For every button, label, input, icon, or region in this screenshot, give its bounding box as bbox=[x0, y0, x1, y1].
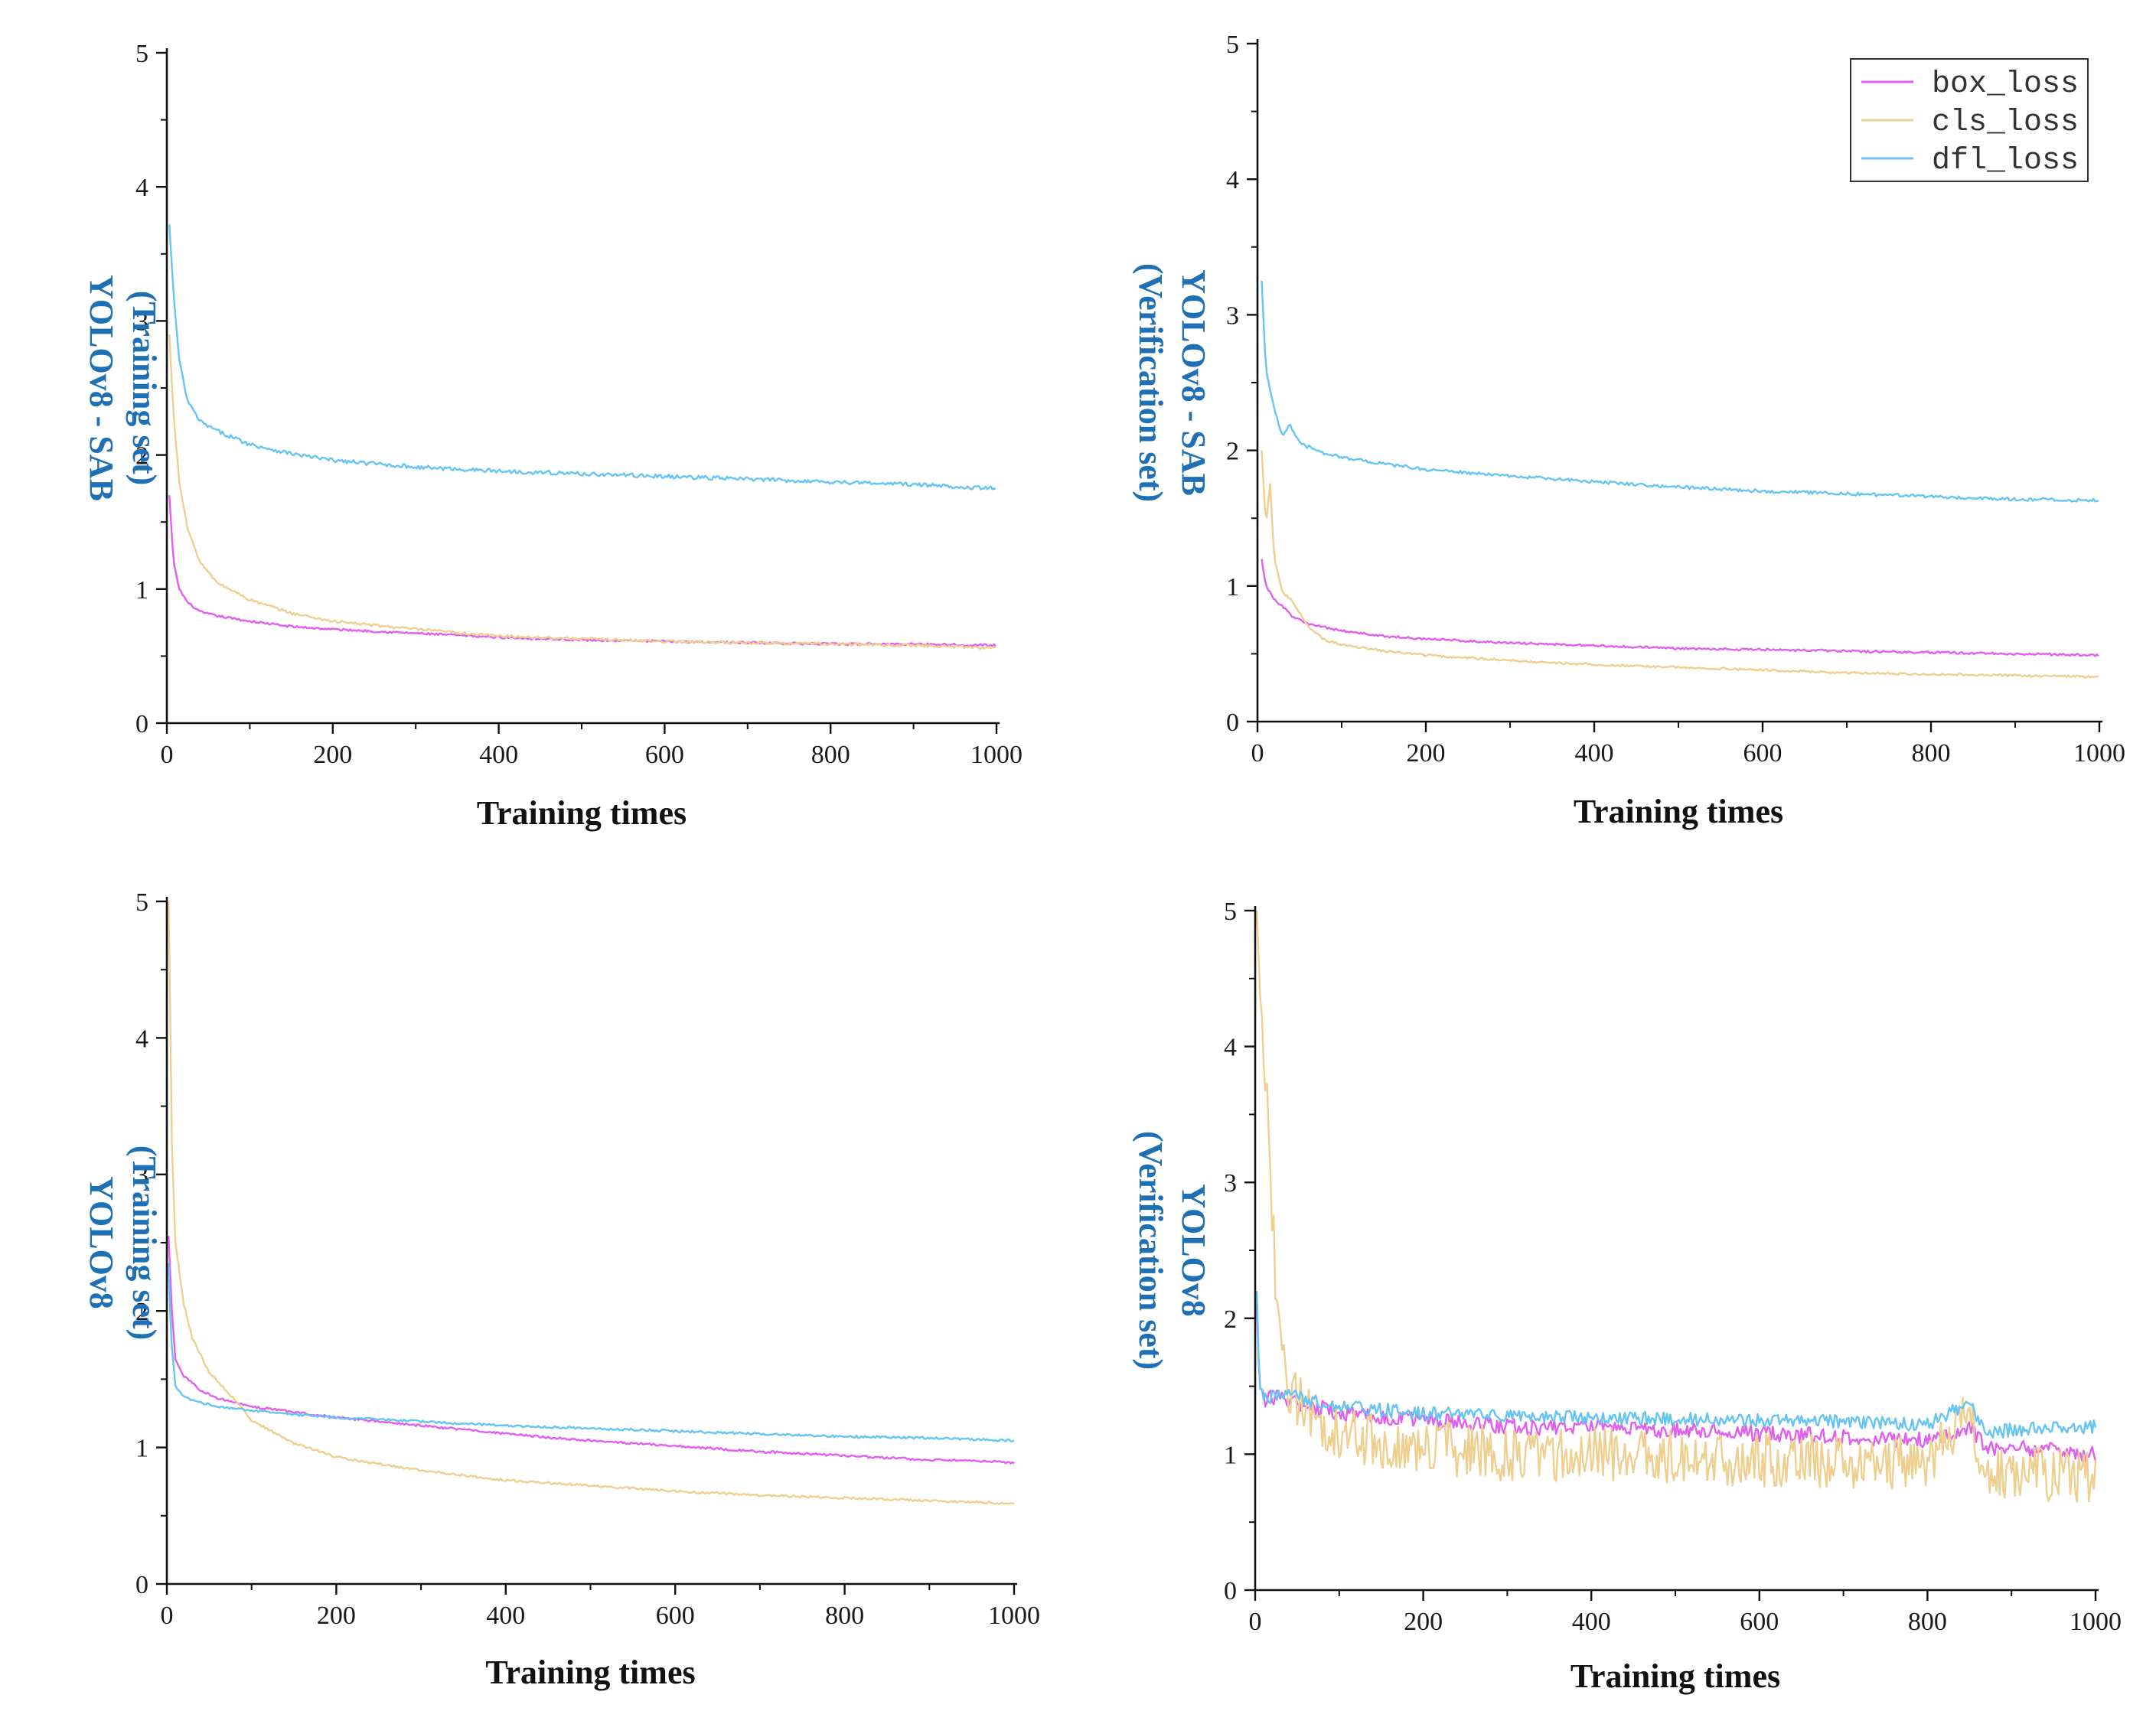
x-tick-label: 800 bbox=[825, 1602, 864, 1630]
y-title-line1: YOLOv8 bbox=[1175, 1184, 1212, 1317]
y-tick-label: 2 bbox=[1226, 438, 1239, 466]
y-tick-label: 0 bbox=[135, 1571, 148, 1599]
series-line-box_loss bbox=[168, 1236, 1015, 1465]
y-tick-label: 3 bbox=[135, 308, 148, 336]
x-tick-label: 800 bbox=[811, 741, 850, 769]
series-line-box_loss bbox=[168, 495, 996, 647]
y-tick-label: 1 bbox=[1226, 573, 1239, 601]
x-tick-label: 0 bbox=[1249, 1608, 1262, 1636]
y-axis-title: YOLOv8(Verification set) bbox=[1132, 1131, 1212, 1370]
x-tick-label: 0 bbox=[1251, 739, 1264, 767]
y-tick-label: 0 bbox=[1226, 709, 1239, 737]
x-tick-label: 0 bbox=[161, 1602, 174, 1630]
legend-label-cls_loss: cls_loss bbox=[1932, 106, 2079, 140]
series-line-cls_loss bbox=[1256, 910, 2097, 1503]
y-tick-label: 4 bbox=[1226, 166, 1239, 194]
series-line-box_loss bbox=[1261, 559, 2099, 657]
x-axis-title: Training times bbox=[1571, 1657, 1780, 1695]
x-tick-label: 400 bbox=[1572, 1608, 1611, 1636]
y-tick-label: 3 bbox=[1226, 301, 1239, 330]
y-tick-label: 5 bbox=[1224, 898, 1237, 926]
series-line-cls_loss bbox=[168, 901, 1015, 1505]
y-tick-label: 1 bbox=[135, 1435, 148, 1463]
series-line-cls_loss bbox=[1261, 450, 2099, 679]
x-tick-label: 400 bbox=[486, 1602, 525, 1630]
y-title-line1: YOLOv8 - SAB bbox=[1175, 269, 1212, 496]
legend: box_loss cls_loss dfl_loss bbox=[1850, 58, 2089, 182]
x-tick-label: 600 bbox=[1743, 739, 1783, 767]
x-tick-label: 1000 bbox=[2070, 1608, 2122, 1636]
y-title-line1: YOLOv8 - SAB bbox=[83, 275, 120, 501]
y-tick-label: 5 bbox=[135, 40, 148, 68]
y-tick-label: 2 bbox=[135, 1298, 148, 1326]
y-tick-label: 4 bbox=[1224, 1034, 1237, 1062]
y-tick-label: 1 bbox=[135, 576, 148, 605]
x-tick-label: 800 bbox=[1908, 1608, 1947, 1636]
y-tick-label: 3 bbox=[135, 1162, 148, 1190]
y-title-line2: (Verification set) bbox=[1132, 263, 1169, 502]
y-tick-label: 2 bbox=[1224, 1305, 1237, 1334]
series-line-dfl_loss bbox=[1256, 1291, 2097, 1439]
y-tick-label: 3 bbox=[1224, 1169, 1237, 1198]
y-axis-title: YOLOv8 - SAB (Training set) bbox=[83, 275, 163, 501]
series-line-dfl_loss bbox=[168, 1263, 1015, 1442]
y-tick-label: 5 bbox=[1226, 31, 1239, 59]
y-axis-title: YOLOv8 (Training set) bbox=[83, 1146, 163, 1341]
x-tick-label: 600 bbox=[645, 741, 684, 769]
x-tick-label: 600 bbox=[1740, 1608, 1779, 1636]
chart-panel-bottom-left: 0 1 2 3 4 5 0 200 400 600 800 1000 Training times YOL… bbox=[83, 888, 1040, 1691]
series-line-dfl_loss bbox=[1261, 281, 2099, 503]
y-tick-label: 5 bbox=[135, 888, 148, 917]
y-title-line1: YOLOv8 bbox=[83, 1176, 120, 1309]
chart-panel-bottom-right: 0 1 2 3 4 5 0 200 400 600 800 1000 Training times YOL… bbox=[1132, 898, 2122, 1695]
x-tick-label: 400 bbox=[479, 741, 518, 769]
series-line-dfl_loss bbox=[168, 224, 996, 490]
y-tick-label: 2 bbox=[135, 442, 148, 471]
y-axis-title: YOLOv8 - SAB(Verification set) bbox=[1132, 263, 1212, 502]
x-tick-label: 200 bbox=[313, 741, 352, 769]
x-tick-label: 400 bbox=[1575, 739, 1614, 767]
y-title-line2: (Verification set) bbox=[1132, 1131, 1169, 1370]
series-line-cls_loss bbox=[168, 334, 996, 650]
y-title-line2: (Training set) bbox=[126, 291, 163, 486]
y-tick-label: 0 bbox=[135, 710, 148, 738]
x-tick-label: 1000 bbox=[970, 741, 1023, 769]
x-axis-title: Training times bbox=[477, 794, 687, 832]
y-tick-label: 1 bbox=[1224, 1441, 1237, 1469]
series-line-box_loss bbox=[1256, 1304, 2097, 1463]
x-tick-label: 1000 bbox=[988, 1602, 1040, 1630]
x-axis-title: Training times bbox=[485, 1654, 695, 1691]
chart-panel-top-left: 0 1 2 3 4 5 0 200 400 600 800 1000 Training times YOL… bbox=[83, 40, 1023, 832]
x-tick-label: 800 bbox=[1912, 739, 1951, 767]
x-tick-label: 200 bbox=[1407, 739, 1446, 767]
legend-label-dfl_loss: dfl_loss bbox=[1932, 144, 2079, 178]
x-tick-label: 1000 bbox=[2073, 739, 2125, 767]
chart-panel-top-right: 0 1 2 3 4 5 0 200 400 600 800 1000 Training times YOL… bbox=[1132, 31, 2125, 830]
y-tick-label: 4 bbox=[135, 174, 148, 202]
legend-label-box_loss: box_loss bbox=[1932, 67, 2079, 102]
x-axis-title: Training times bbox=[1574, 793, 1783, 830]
y-title-line2: (Training set) bbox=[126, 1146, 163, 1341]
x-tick-label: 600 bbox=[656, 1602, 695, 1630]
x-tick-label: 200 bbox=[317, 1602, 356, 1630]
x-tick-label: 200 bbox=[1404, 1608, 1443, 1636]
y-tick-label: 4 bbox=[135, 1025, 148, 1053]
x-tick-label: 0 bbox=[161, 741, 174, 769]
y-tick-label: 0 bbox=[1224, 1577, 1237, 1605]
